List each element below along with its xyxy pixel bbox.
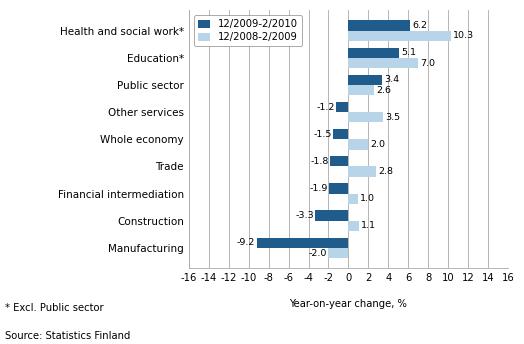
Text: -1.8: -1.8 [310, 157, 329, 166]
Bar [348, 58, 418, 68]
Text: 5.1: 5.1 [401, 48, 416, 57]
Text: 6.2: 6.2 [412, 21, 427, 30]
Text: -1.5: -1.5 [313, 130, 332, 139]
Text: 2.6: 2.6 [376, 86, 391, 95]
Text: Year-on-year change, %: Year-on-year change, % [290, 299, 407, 309]
Bar [330, 183, 348, 194]
Bar [315, 211, 348, 221]
Text: Source: Statistics Finland: Source: Statistics Finland [5, 331, 130, 341]
Bar [348, 31, 451, 41]
Bar [336, 102, 348, 112]
Text: 3.4: 3.4 [384, 75, 399, 84]
Text: 7.0: 7.0 [420, 58, 435, 67]
Legend: 12/2009-2/2010, 12/2008-2/2009: 12/2009-2/2010, 12/2008-2/2009 [194, 15, 302, 46]
Text: -2.0: -2.0 [308, 249, 326, 258]
Bar [348, 166, 376, 177]
Text: 2.8: 2.8 [378, 167, 393, 176]
Bar [257, 238, 348, 248]
Text: -1.9: -1.9 [309, 184, 328, 193]
Text: -9.2: -9.2 [236, 238, 255, 247]
Bar [329, 248, 348, 258]
Text: 1.0: 1.0 [360, 194, 375, 203]
Text: 1.1: 1.1 [361, 222, 376, 230]
Bar [348, 221, 359, 231]
Bar [348, 85, 375, 95]
Bar [333, 129, 348, 139]
Bar [348, 75, 383, 85]
Text: 3.5: 3.5 [385, 113, 400, 122]
Bar [331, 156, 348, 166]
Bar [348, 20, 410, 31]
Text: * Excl. Public sector: * Excl. Public sector [5, 303, 104, 313]
Text: -1.2: -1.2 [316, 103, 335, 111]
Text: -3.3: -3.3 [295, 211, 314, 220]
Bar [348, 47, 399, 58]
Bar [348, 112, 384, 122]
Bar [348, 194, 358, 204]
Text: 10.3: 10.3 [453, 31, 474, 40]
Bar [348, 139, 368, 150]
Text: 2.0: 2.0 [370, 140, 385, 149]
